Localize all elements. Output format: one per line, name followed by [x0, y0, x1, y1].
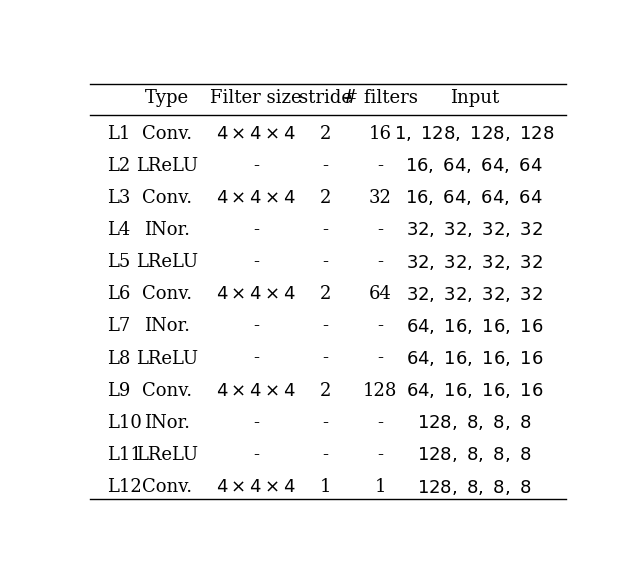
- Text: $128,\ 8,\ 8,\ 8$: $128,\ 8,\ 8,\ 8$: [417, 445, 532, 464]
- Text: Conv.: Conv.: [141, 124, 192, 143]
- Text: L11: L11: [108, 446, 142, 464]
- Text: $128,\ 8,\ 8,\ 8$: $128,\ 8,\ 8,\ 8$: [417, 477, 532, 497]
- Text: Filter size: Filter size: [211, 90, 302, 107]
- Text: INor.: INor.: [144, 414, 190, 432]
- Text: INor.: INor.: [144, 221, 190, 239]
- Text: 1: 1: [320, 478, 332, 496]
- Text: -: -: [323, 446, 328, 464]
- Text: L3: L3: [108, 189, 131, 207]
- Text: -: -: [323, 414, 328, 432]
- Text: 16: 16: [369, 124, 392, 143]
- Text: -: -: [253, 446, 259, 464]
- Text: 1: 1: [374, 478, 386, 496]
- Text: Type: Type: [145, 90, 189, 107]
- Text: -: -: [253, 221, 259, 239]
- Text: $64,\ 16,\ 16,\ 16$: $64,\ 16,\ 16,\ 16$: [406, 317, 543, 336]
- Text: L10: L10: [108, 414, 142, 432]
- Text: -: -: [323, 156, 328, 175]
- Text: 64: 64: [369, 286, 392, 303]
- Text: -: -: [253, 317, 259, 335]
- Text: $16,\ 64,\ 64,\ 64$: $16,\ 64,\ 64,\ 64$: [405, 188, 543, 207]
- Text: -: -: [377, 221, 383, 239]
- Text: 2: 2: [320, 124, 332, 143]
- Text: Conv.: Conv.: [141, 189, 192, 207]
- Text: $4 \times 4 \times 4$: $4 \times 4 \times 4$: [216, 478, 296, 496]
- Text: Conv.: Conv.: [141, 381, 192, 400]
- Text: -: -: [253, 253, 259, 271]
- Text: 128: 128: [363, 381, 397, 400]
- Text: -: -: [323, 221, 328, 239]
- Text: -: -: [253, 414, 259, 432]
- Text: L7: L7: [108, 317, 131, 335]
- Text: -: -: [253, 156, 259, 175]
- Text: L2: L2: [108, 156, 131, 175]
- Text: -: -: [253, 349, 259, 368]
- Text: 2: 2: [320, 189, 332, 207]
- Text: -: -: [323, 349, 328, 368]
- Text: $64,\ 16,\ 16,\ 16$: $64,\ 16,\ 16,\ 16$: [406, 349, 543, 368]
- Text: L4: L4: [108, 221, 131, 239]
- Text: -: -: [377, 414, 383, 432]
- Text: $32,\ 32,\ 32,\ 32$: $32,\ 32,\ 32,\ 32$: [406, 252, 543, 272]
- Text: L12: L12: [108, 478, 142, 496]
- Text: -: -: [323, 317, 328, 335]
- Text: $1,\ 128,\ 128,\ 128$: $1,\ 128,\ 128,\ 128$: [394, 124, 555, 143]
- Text: $4 \times 4 \times 4$: $4 \times 4 \times 4$: [216, 381, 296, 400]
- Text: $16,\ 64,\ 64,\ 64$: $16,\ 64,\ 64,\ 64$: [405, 156, 543, 175]
- Text: -: -: [377, 317, 383, 335]
- Text: $32,\ 32,\ 32,\ 32$: $32,\ 32,\ 32,\ 32$: [406, 220, 543, 239]
- Text: L6: L6: [108, 286, 131, 303]
- Text: 2: 2: [320, 286, 332, 303]
- Text: LReLU: LReLU: [136, 446, 198, 464]
- Text: $4 \times 4 \times 4$: $4 \times 4 \times 4$: [216, 124, 296, 143]
- Text: -: -: [377, 253, 383, 271]
- Text: $4 \times 4 \times 4$: $4 \times 4 \times 4$: [216, 286, 296, 303]
- Text: -: -: [377, 156, 383, 175]
- Text: -: -: [323, 253, 328, 271]
- Text: # filters: # filters: [342, 90, 417, 107]
- Text: Conv.: Conv.: [141, 478, 192, 496]
- Text: stride: stride: [299, 90, 352, 107]
- Text: LReLU: LReLU: [136, 156, 198, 175]
- Text: L8: L8: [108, 349, 131, 368]
- Text: L5: L5: [108, 253, 131, 271]
- Text: $128,\ 8,\ 8,\ 8$: $128,\ 8,\ 8,\ 8$: [417, 413, 532, 432]
- Text: -: -: [377, 446, 383, 464]
- Text: Input: Input: [450, 90, 499, 107]
- Text: $64,\ 16,\ 16,\ 16$: $64,\ 16,\ 16,\ 16$: [406, 381, 543, 400]
- Text: LReLU: LReLU: [136, 253, 198, 271]
- Text: $4 \times 4 \times 4$: $4 \times 4 \times 4$: [216, 189, 296, 207]
- Text: INor.: INor.: [144, 317, 190, 335]
- Text: L9: L9: [108, 381, 131, 400]
- Text: -: -: [377, 349, 383, 368]
- Text: L1: L1: [108, 124, 131, 143]
- Text: Conv.: Conv.: [141, 286, 192, 303]
- Text: LReLU: LReLU: [136, 349, 198, 368]
- Text: $32,\ 32,\ 32,\ 32$: $32,\ 32,\ 32,\ 32$: [406, 285, 543, 304]
- Text: 32: 32: [369, 189, 392, 207]
- Text: 2: 2: [320, 381, 332, 400]
